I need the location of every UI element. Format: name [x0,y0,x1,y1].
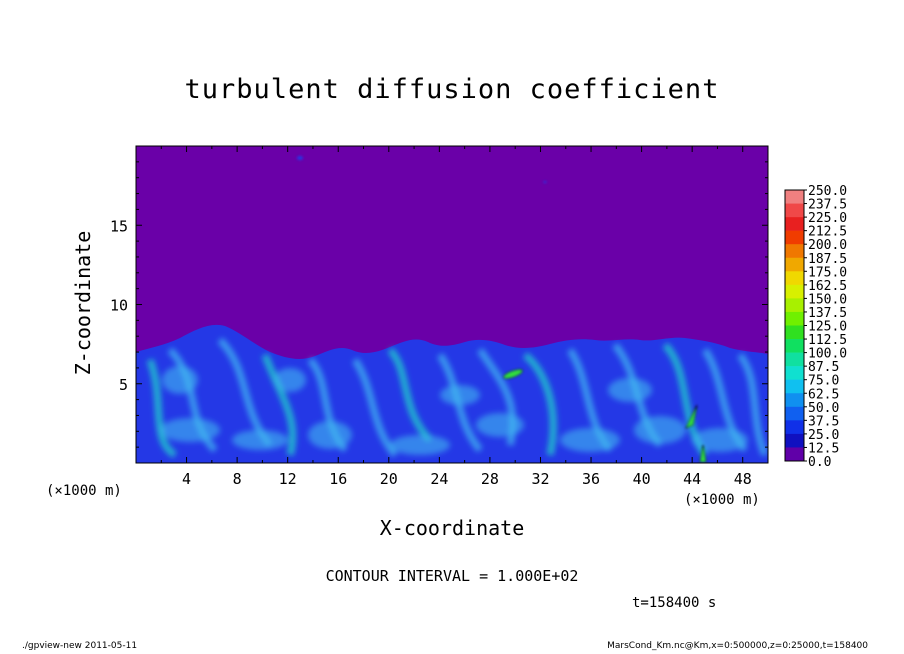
colorbar-segment [785,447,804,462]
colorbar-label: 87.5 [808,360,839,375]
colorbar-label: 0.0 [808,455,831,470]
x-tick-label: 44 [683,470,701,488]
colorbar-segment [785,379,804,394]
x-tick-label: 28 [481,470,499,488]
eddy-blob [160,418,220,442]
eddy-blob [162,366,198,394]
eddy-streak [352,358,398,458]
colorbar-segment [785,339,804,353]
eddy-blob [308,421,352,449]
isolated-speck [543,181,547,183]
x-tick-label: 48 [734,470,752,488]
eddy-blob [476,413,524,437]
x-axis: 4 8 12 16 20 24 28 32 36 40 44 48 [160,146,752,488]
colorbar-label: 50.0 [808,401,839,416]
eddy-blob [232,430,288,450]
eddy-streak [737,352,768,457]
colorbar-label: 137.5 [808,306,847,321]
contour-patch [685,404,698,429]
colorbar-label: 237.5 [808,198,847,213]
colorbar: 250.0237.5225.0212.5200.0187.5175.0162.5… [784,184,847,470]
colorbar-label: 112.5 [808,333,847,348]
colorbar-label: 225.0 [808,211,847,226]
x-tick-label: 4 [182,470,191,488]
x-tick-label: 24 [430,470,448,488]
x-axis-label: X-coordinate [379,516,525,540]
contour-patch [503,369,523,379]
colorbar-label: 75.0 [808,374,839,389]
colorbar-label: 175.0 [808,265,847,280]
colorbar-segment [785,311,804,326]
colorbar-label: 162.5 [808,279,847,294]
eddy-streak [146,358,178,458]
colorbar-segment [785,203,804,218]
colorbar-label: 125.0 [808,320,847,335]
isolated-speck [297,156,303,160]
footer-source: MarsCond_Km.nc@Km,x=0:500000,z=0:25000,t… [607,641,868,651]
colorbar-label: 12.5 [808,441,839,456]
x-tick-label: 12 [279,470,297,488]
eddy-blob [634,416,686,444]
x-tick-label: 32 [531,470,549,488]
colorbar-label: 62.5 [808,387,839,402]
eddy-streak [261,353,297,456]
y-tick-label: 10 [110,297,128,315]
high-value-patches [297,156,707,463]
x-tick-label: 8 [233,470,242,488]
eddy-blob [608,378,652,402]
x-tick-label: 16 [329,470,347,488]
colorbar-segment [785,284,804,299]
footer-program-date: ./gpview-new 2011-05-11 [22,641,138,651]
colorbar-label: 187.5 [808,252,847,267]
heatmap-field [136,146,768,463]
x-tick-label: 20 [380,470,398,488]
eddy-blob [560,428,620,452]
colorbar-label: 25.0 [808,428,839,443]
colorbar-label: 250.0 [808,184,847,199]
colorbar-segment [785,352,804,367]
colorbar-label: 150.0 [808,292,847,307]
turbulent-eddies [146,337,768,458]
y-axis-unit: (×1000 m) [46,483,122,499]
colorbar-segment [785,298,804,313]
x-tick-label: 36 [582,470,600,488]
colorbar-segment [785,271,804,286]
eddy-blob [692,428,748,452]
colorbar-segment [785,366,804,380]
colorbar-segment [785,433,804,448]
colorbar-segment [785,190,804,204]
y-axis: 5 10 15 [110,161,768,448]
x-axis-unit: (×1000 m) [684,492,760,508]
colorbar-segment [785,406,804,421]
y-tick-label: 15 [110,217,128,235]
eddy-blob [274,368,306,392]
y-axis-label: Z-coordinate [71,230,95,376]
colorbar-segment [785,217,804,231]
eddy-blob [390,435,450,455]
eddy-streak [522,352,557,456]
colorbar-segment [785,257,804,272]
colorbar-label: 200.0 [808,238,847,253]
y-tick-label: 5 [119,376,128,394]
colorbar-segment [785,420,804,435]
time-label: t=158400 s [632,595,717,611]
eddy-blob [440,385,480,405]
colorbar-segment [785,325,804,340]
colorbar-segment [785,393,804,408]
colorbar-segment [785,230,804,245]
colorbar-label: 37.5 [808,414,839,429]
colorbar-label: 100.0 [808,347,847,362]
colorbar-segment [785,244,804,259]
eddy-streak [387,347,433,443]
chart-title: turbulent diffusion coefficient [184,74,720,105]
colorbar-label: 212.5 [808,225,847,240]
x-tick-label: 40 [633,470,651,488]
contour-patch [699,444,707,463]
contour-interval-label: CONTOUR INTERVAL = 1.000E+02 [325,567,579,585]
